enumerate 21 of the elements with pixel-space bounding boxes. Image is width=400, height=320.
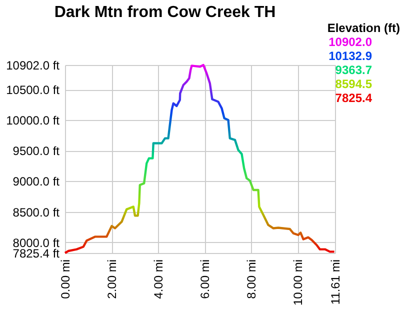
y-tick-label: 9500.0 ft bbox=[12, 144, 60, 158]
y-tick-label: 10000.0 ft bbox=[6, 114, 60, 128]
line-series bbox=[64, 64, 336, 254]
annotation: 8594.5 bbox=[335, 77, 372, 91]
x-tick-label: 4.00 mi bbox=[152, 260, 166, 299]
x-tick-label: 8.00 mi bbox=[244, 260, 259, 299]
x-tick-label: 0.00 mi bbox=[58, 260, 72, 299]
y-tick-label: 9000.0 ft bbox=[12, 174, 60, 189]
y-tick-label: 10500.0 ft bbox=[6, 83, 60, 98]
annotation: 9363.7 bbox=[335, 63, 372, 77]
annotation: 7825.4 bbox=[335, 91, 372, 105]
y-tick-label: 8500.0 ft bbox=[12, 205, 60, 220]
text: 10902.0 bbox=[328, 35, 372, 49]
text: 10132.9 bbox=[328, 49, 372, 63]
chart-title: Dark Mtn from Cow Creek TH bbox=[54, 4, 276, 21]
x-tick-label: 2.00 mi bbox=[105, 260, 120, 299]
x-tick-label: 10.00 mi bbox=[291, 260, 306, 306]
color-bar-title: Elevation (ft) bbox=[327, 21, 400, 35]
x-tick-label: 6.00 mi bbox=[198, 260, 212, 299]
y-tick-label: 10902.0 ft bbox=[6, 58, 60, 72]
x-tick-label: 11.61 mi bbox=[328, 260, 342, 305]
